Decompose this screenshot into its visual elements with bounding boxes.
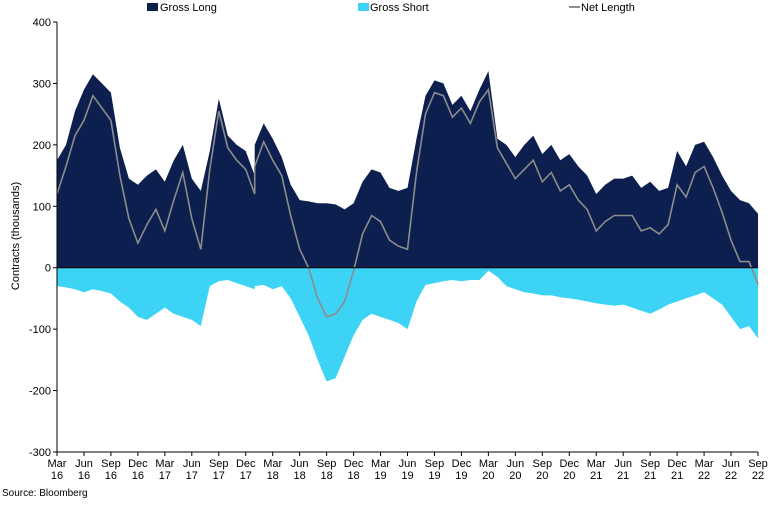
x-tick-label-year: 21	[590, 470, 602, 482]
x-tick-label-month: Dec	[667, 458, 687, 470]
x-tick-label-month: Jun	[399, 458, 417, 470]
x-tick-label-month: Sep	[425, 458, 445, 470]
x-tick-label-month: Dec	[559, 458, 579, 470]
plot-area	[56, 71, 759, 382]
x-tick-label-month: Mar	[155, 458, 174, 470]
x-tick-label-month: Sep	[209, 458, 229, 470]
y-tick-label: 100	[33, 201, 51, 213]
axes: -300-200-1000100200300400Mar16Jun16Sep16…	[29, 17, 768, 482]
x-tick-label-month: Dec	[452, 458, 472, 470]
x-tick-label-month: Jun	[75, 458, 93, 470]
x-tick-label-month: Jun	[614, 458, 632, 470]
y-tick-label: -200	[29, 386, 51, 398]
x-tick-label-year: 22	[752, 470, 764, 482]
x-tick-label-month: Dec	[128, 458, 148, 470]
x-tick-label-year: 21	[671, 470, 683, 482]
x-tick-label-year: 18	[347, 470, 359, 482]
x-tick-label-month: Jun	[183, 458, 201, 470]
x-tick-label-year: 17	[240, 470, 252, 482]
legend-item-net-length: Net Length	[569, 2, 635, 14]
x-tick-label-month: Jun	[722, 458, 740, 470]
x-tick-label-month: Sep	[748, 458, 768, 470]
x-tick-label-year: 19	[374, 470, 386, 482]
x-tick-label-year: 22	[725, 470, 737, 482]
x-tick-label-month: Mar	[695, 458, 714, 470]
x-tick-label-month: Mar	[587, 458, 606, 470]
x-tick-label-year: 19	[401, 470, 413, 482]
x-tick-label-year: 21	[644, 470, 656, 482]
x-tick-label-year: 21	[617, 470, 629, 482]
x-tick-label-month: Sep	[101, 458, 121, 470]
x-tick-label-year: 19	[428, 470, 440, 482]
legend-label-net-length: Net Length	[581, 2, 635, 14]
y-tick-label: -300	[29, 447, 51, 459]
x-tick-label-year: 20	[482, 470, 494, 482]
x-tick-label-month: Mar	[263, 458, 282, 470]
legend-item-gross-long: Gross Long	[147, 2, 217, 14]
y-tick-label: 300	[33, 78, 51, 90]
legend-label-gross-long: Gross Long	[160, 2, 217, 14]
y-axis-label: Contracts (thousands)	[10, 182, 22, 290]
x-tick-label-month: Dec	[344, 458, 364, 470]
x-tick-label-year: 18	[267, 470, 279, 482]
x-tick-label-month: Mar	[371, 458, 390, 470]
x-tick-label-year: 17	[213, 470, 225, 482]
x-tick-label-year: 17	[159, 470, 171, 482]
x-tick-label-year: 19	[455, 470, 467, 482]
y-tick-label: 400	[33, 17, 51, 29]
x-tick-label-month: Mar	[48, 458, 67, 470]
x-tick-label-year: 20	[509, 470, 521, 482]
x-tick-label-year: 16	[51, 470, 63, 482]
source-note: Source: Bloomberg	[2, 488, 88, 499]
legend-label-gross-short: Gross Short	[370, 2, 429, 14]
legend-swatch-gross-short	[358, 3, 369, 11]
y-tick-label: 200	[33, 140, 51, 152]
y-tick-label: 0	[45, 263, 51, 275]
legend-item-gross-short: Gross Short	[358, 2, 429, 14]
series-area-gross-long	[57, 71, 758, 268]
series-area-gross-short	[57, 267, 758, 382]
y-tick-label: -100	[29, 324, 51, 336]
x-tick-label-month: Sep	[640, 458, 660, 470]
x-tick-label-year: 20	[563, 470, 575, 482]
x-tick-label-year: 16	[105, 470, 117, 482]
x-tick-label-year: 18	[294, 470, 306, 482]
x-tick-label-year: 22	[698, 470, 710, 482]
x-tick-label-year: 18	[320, 470, 332, 482]
x-tick-label-year: 17	[186, 470, 198, 482]
x-tick-label-year: 20	[536, 470, 548, 482]
x-tick-label-year: 16	[78, 470, 90, 482]
legend: Gross Long Gross Short Net Length	[147, 2, 635, 14]
legend-swatch-gross-long	[147, 3, 158, 11]
x-tick-label-month: Mar	[479, 458, 498, 470]
series-line-net-length	[56, 87, 759, 318]
x-tick-label-year: 16	[132, 470, 144, 482]
x-tick-label-month: Sep	[317, 458, 337, 470]
x-tick-label-month: Jun	[506, 458, 524, 470]
x-tick-label-month: Dec	[236, 458, 256, 470]
x-tick-label-month: Sep	[533, 458, 553, 470]
x-tick-label-month: Jun	[291, 458, 309, 470]
